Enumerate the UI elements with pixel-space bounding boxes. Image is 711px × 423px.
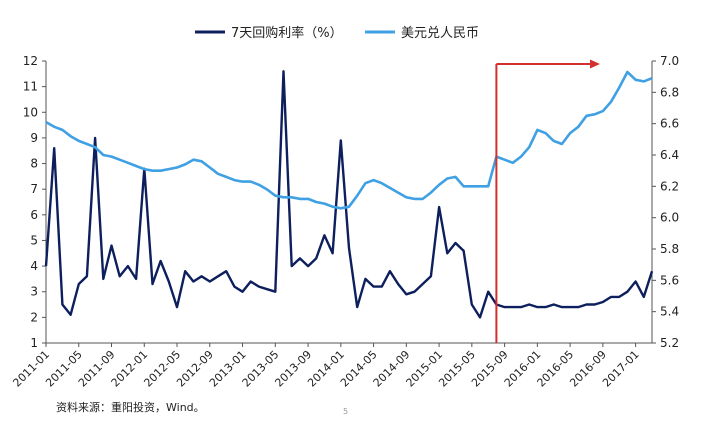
y-left-tick-label: 5 <box>30 233 38 247</box>
y-right-tick-label: 5.8 <box>660 242 679 256</box>
y-right-tick-label: 5.2 <box>660 336 679 350</box>
y-left-tick-label: 7 <box>30 182 38 196</box>
annotation-layer <box>495 59 600 343</box>
series-layer <box>44 70 654 319</box>
y-left-tick-label: 11 <box>23 80 38 94</box>
y-right-tick-label: 5.4 <box>660 305 679 319</box>
y-right-tick-label: 6.8 <box>660 85 679 99</box>
y-left-tick-label: 12 <box>23 54 38 68</box>
legend: 7天回购利率（%） 美元兑人民币 <box>195 25 479 41</box>
page-number: 5 <box>343 407 349 416</box>
y-left-tick-label: 8 <box>30 157 38 171</box>
y-left-tick-label: 6 <box>30 208 38 222</box>
y-right-tick-label: 5.6 <box>660 273 679 287</box>
y-right-tick-label: 6.4 <box>660 148 679 162</box>
series-line-usd-cny <box>45 70 653 210</box>
y-right-tick-label: 7.0 <box>660 54 679 68</box>
legend-label-repo-rate: 7天回购利率（%） <box>231 25 343 41</box>
y-right-tick-label: 6.6 <box>660 117 679 131</box>
annotation-arrowhead <box>590 59 600 69</box>
y-right-tick-label: 6.0 <box>660 211 679 225</box>
y-left-tick-label: 3 <box>30 285 38 299</box>
y-left-tick-label: 10 <box>23 105 38 119</box>
y-left-tick-label: 1 <box>30 336 38 350</box>
y-left-tick-label: 2 <box>30 310 38 324</box>
y-left-tick-label: 4 <box>30 259 38 273</box>
series-line-repo-rate <box>44 70 654 319</box>
source-note: 资料来源：重阳投资，Wind。 <box>56 401 205 414</box>
y-right-tick-label: 6.2 <box>660 179 679 193</box>
legend-label-usd-cny: 美元兑人民币 <box>401 26 479 41</box>
x-tick-label: 2017-01 <box>600 348 642 390</box>
axes: 1234567891011125.25.45.65.86.06.26.46.66… <box>10 54 679 390</box>
y-left-tick-label: 9 <box>30 131 38 145</box>
